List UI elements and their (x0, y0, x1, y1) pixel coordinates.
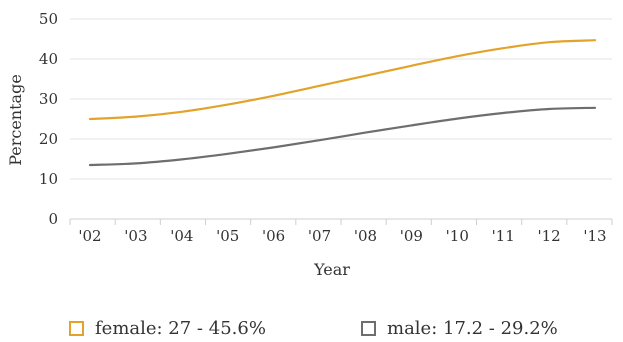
x-tick-label: '02 (78, 227, 101, 245)
y-tick-label: 20 (39, 130, 58, 148)
x-tick-label: '09 (400, 227, 423, 245)
series-line-male (88, 106, 597, 167)
legend-swatch-female (69, 321, 84, 336)
x-axis-ticks: '02 '03 '04 '05 '06 '07 '08 '09 '10 '11 '12 '13 (69, 219, 613, 245)
y-tick-label: 10 (39, 170, 58, 188)
series-line-female (88, 39, 597, 121)
legend-swatch-male (361, 321, 376, 336)
series-lines (88, 39, 597, 167)
x-tick-label: '06 (262, 227, 285, 245)
legend-label-male: male: 17.2 - 29.2% (387, 318, 558, 339)
legend-label-female: female: 27 - 45.6% (95, 318, 266, 339)
legend: female: 27 - 45.6% male: 17.2 - 29.2% (69, 318, 558, 339)
y-axis-ticks: 0 10 20 30 40 50 (39, 10, 58, 228)
y-tick-label: 0 (48, 210, 58, 228)
x-tick-label: '08 (354, 227, 377, 245)
y-axis-title: Percentage (6, 74, 25, 166)
x-axis-title: Year (313, 260, 350, 279)
x-tick-label: '10 (446, 227, 469, 245)
x-tick-label: '05 (216, 227, 239, 245)
x-tick-label: '04 (170, 227, 193, 245)
y-tick-label: 40 (39, 50, 58, 68)
x-tick-label: '07 (308, 227, 331, 245)
x-tick-label: '11 (492, 227, 515, 245)
x-tick-label: '13 (583, 227, 606, 245)
y-tick-label: 30 (39, 90, 58, 108)
gridlines (70, 18, 612, 220)
x-tick-label: '03 (124, 227, 147, 245)
y-tick-label: 50 (39, 10, 58, 28)
x-tick-label: '12 (537, 227, 560, 245)
